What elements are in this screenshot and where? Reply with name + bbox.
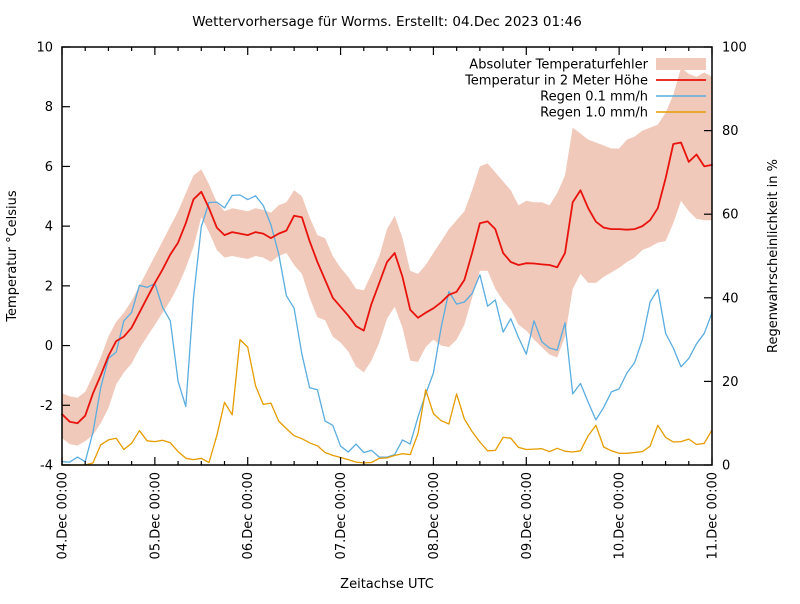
legend-item: Absoluter Temperaturfehler [469,58,706,73]
y-left-tick-label: -2 [40,399,53,414]
y-right-tick-label: 0 [722,459,730,474]
error-band-polygon [62,67,712,446]
y-left-tick-label: 0 [45,339,53,354]
y-right-tick-label: 80 [722,124,739,139]
legend-item-label: Regen 1.0 mm/h [540,106,648,121]
y-left-tick-label: 6 [45,160,53,175]
legend-item: Regen 0.1 mm/h [540,90,706,105]
legend-item: Temperatur in 2 Meter Höhe [464,74,706,89]
y-right-tick-label: 60 [722,208,739,223]
plot-border [61,46,713,466]
legend-item-label: Temperatur in 2 Meter Höhe [464,74,648,89]
series-lines [61,141,713,466]
rain-0.1mmh-line [61,194,713,463]
y-right-tick-label: 20 [722,375,739,390]
legend-item-label: Regen 0.1 mm/h [540,90,648,105]
y-right-tick-label: 100 [722,41,747,56]
x-tick-label: 09.Dec 00:00 [520,472,535,559]
y-axis-label-right: Regenwahrscheinlichkeit in % [766,159,781,353]
x-tick-label: 06.Dec 00:00 [241,472,256,559]
x-tick-label: 05.Dec 00:00 [148,472,163,559]
y-left-tick-label: 10 [36,41,53,56]
temperature-error-band [62,67,712,446]
x-tick-label: 04.Dec 00:00 [56,472,71,559]
y-left-tick-label: 2 [45,279,53,294]
x-tick-label: 11.Dec 00:00 [706,472,721,559]
x-tick-label: 08.Dec 00:00 [427,472,442,559]
y-right-tick-label: 40 [722,291,739,306]
legend-item-label: Absoluter Temperaturfehler [469,58,648,73]
axis-tick-labels: 04.Dec 00:00 05.Dec 00:00 06.Dec 00:00 07.D… [36,41,746,560]
chart-title: Wettervorhersage für Worms. Erstellt: 04… [192,14,582,30]
y-axis-label-left: Temperatur °Celsius [5,190,20,323]
y-left-tick-label: 8 [45,100,53,115]
temperature-2m-line [61,141,713,425]
x-tick-label: 07.Dec 00:00 [334,472,349,559]
legend-item: Regen 1.0 mm/h [540,106,706,121]
x-axis-label: Zeitachse UTC [340,577,434,592]
legend-band-swatch [656,58,706,70]
x-tick-label: 10.Dec 00:00 [613,472,628,559]
y-left-tick-label: -4 [40,459,53,474]
rain-1.0mmh-line [61,338,713,466]
y-left-tick-label: 4 [45,220,53,235]
